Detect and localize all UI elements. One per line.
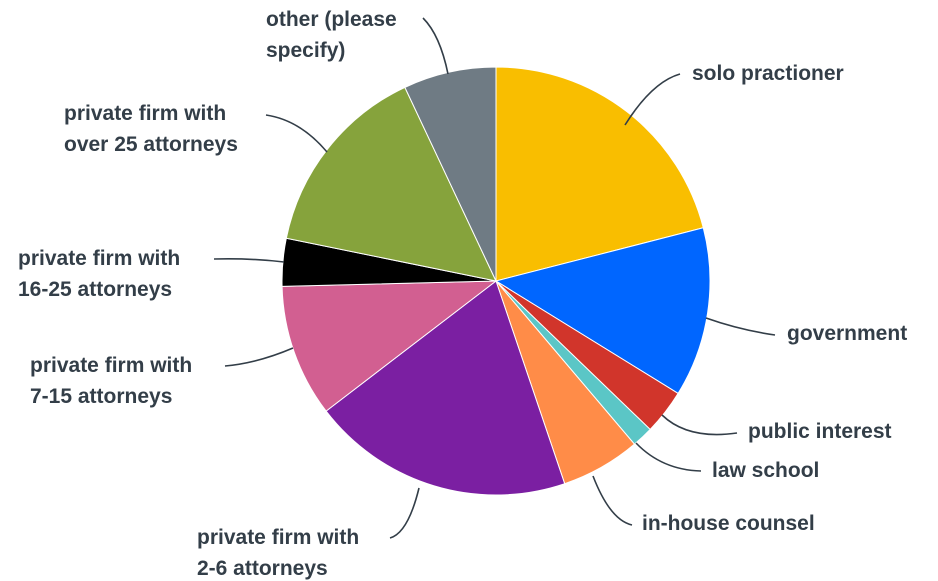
leader-public-interest	[661, 414, 738, 436]
label-private-firm-16-25: private firm with 16-25 attorneys	[18, 247, 186, 301]
label-public-interest: public interest	[748, 420, 892, 443]
leader-government	[705, 317, 776, 336]
label-law-school: law school	[712, 459, 819, 482]
pie-slice-private-firm-with-7-15-attorneys	[281, 280, 498, 412]
leader-solo-practioner	[624, 73, 681, 126]
label-private-firm-7-15-line: private firm with	[30, 354, 192, 377]
leader-private-firm-over-25	[265, 114, 328, 153]
leader-law-school	[635, 442, 702, 472]
label-private-firm-16-25-line: 16-25 attorneys	[18, 278, 172, 301]
label-other-line: specify)	[266, 39, 345, 62]
label-other: other (please specify)	[266, 8, 403, 62]
pie-slice-government	[494, 227, 711, 395]
label-private-firm-16-25-line: private firm with	[18, 247, 180, 270]
leader-private-firm-7-15	[224, 347, 294, 367]
label-private-firm-7-15: private firm with 7-15 attorneys	[30, 354, 198, 408]
label-private-firm-over-25-line: private firm with	[64, 102, 226, 125]
pie-labels: solo practioner government public intere…	[18, 8, 907, 580]
pie-slice-private-firm-with-2-6-attorneys	[325, 280, 566, 496]
leader-other	[422, 17, 449, 75]
leader-private-firm-2-6	[389, 487, 420, 539]
label-in-house-counsel: in-house counsel	[642, 512, 815, 535]
pie-slice-solo-practioner	[495, 66, 704, 282]
leader-in-house-counsel	[592, 475, 633, 526]
label-solo-practioner: solo practioner	[692, 62, 844, 85]
leader-private-firm-16-25	[213, 258, 285, 263]
label-government: government	[787, 322, 907, 345]
label-other-line: other (please	[266, 8, 397, 31]
label-private-firm-over-25: private firm with over 25 attorneys	[64, 102, 238, 156]
label-private-firm-over-25-line: over 25 attorneys	[64, 133, 238, 156]
leader-lines	[213, 17, 776, 539]
pie-slice-other-please-specify	[404, 66, 497, 282]
pie-slices	[281, 66, 711, 496]
pie-slice-private-firm-with-over-25-attorneys	[285, 86, 497, 282]
label-private-firm-2-6: private firm with 2-6 attorneys	[197, 526, 365, 580]
label-private-firm-2-6-line: 2-6 attorneys	[197, 557, 328, 580]
label-private-firm-2-6-line: private firm with	[197, 526, 359, 549]
label-private-firm-7-15-line: 7-15 attorneys	[30, 385, 172, 408]
